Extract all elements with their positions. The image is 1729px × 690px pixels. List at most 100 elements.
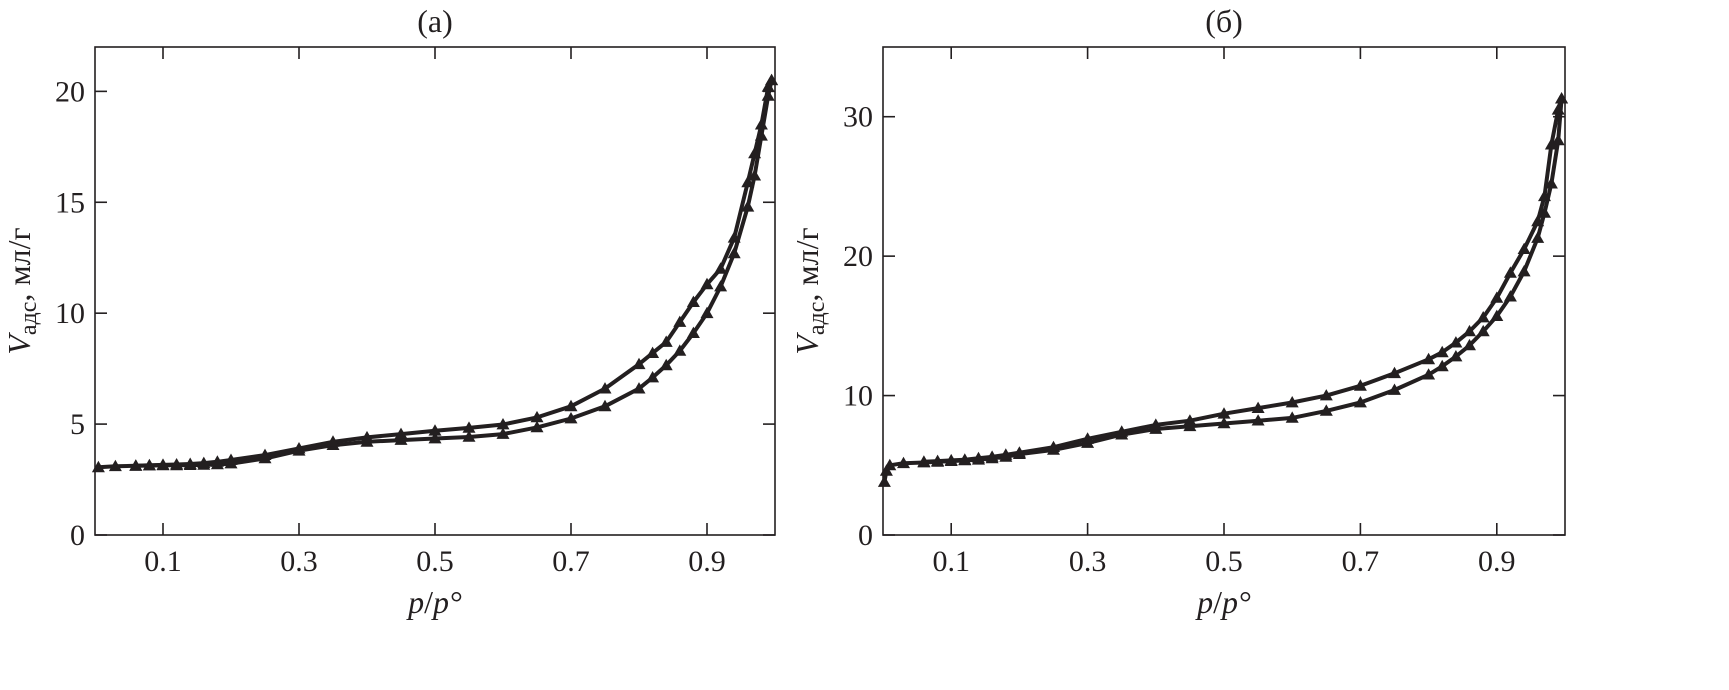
- triangle-marker: [1388, 366, 1401, 379]
- triangle-marker: [598, 382, 612, 394]
- triangle-marker: [394, 433, 408, 445]
- triangle-marker: [108, 459, 122, 472]
- triangle-marker: [394, 427, 408, 439]
- triangle-marker: [1551, 133, 1565, 146]
- x-axis-label-sep: /: [424, 584, 433, 620]
- triangle-marker: [686, 326, 700, 338]
- y-tick-label: 10: [843, 380, 873, 413]
- triangle-marker: [1503, 266, 1517, 278]
- triangle-marker: [1353, 379, 1367, 391]
- triangle-marker: [224, 453, 238, 465]
- y-tick-label: 0: [70, 519, 85, 552]
- triangle-marker: [142, 458, 156, 471]
- triangle-marker: [462, 430, 476, 442]
- triangle-marker: [1463, 324, 1476, 337]
- triangle-marker: [496, 418, 510, 430]
- y-tick-label: 5: [70, 408, 85, 441]
- x-tick-label: 0.7: [1342, 545, 1380, 578]
- triangle-marker: [530, 420, 544, 433]
- triangle-marker: [714, 280, 728, 292]
- triangle-marker: [761, 80, 775, 92]
- triangle-marker: [741, 200, 755, 212]
- triangle-marker: [1353, 396, 1367, 408]
- desorption-curve: [921, 96, 1564, 464]
- triangle-marker: [1319, 404, 1333, 416]
- desorption-curve: [133, 78, 774, 468]
- triangle-marker: [673, 315, 687, 327]
- triangle-marker: [258, 448, 272, 460]
- triangle-marker: [1422, 368, 1436, 380]
- triangle-marker: [877, 475, 891, 487]
- y-axis-label-sub: адс: [16, 302, 42, 336]
- triangle-marker: [598, 399, 612, 412]
- x-tick-label: 0.7: [552, 545, 590, 578]
- x-tick-label: 0.3: [280, 545, 318, 578]
- triangle-marker: [741, 175, 755, 188]
- triangle-marker: [462, 421, 476, 433]
- triangle-marker: [1115, 425, 1129, 437]
- x-axis-label: p/p°: [406, 584, 462, 620]
- y-axis-label-main: V: [789, 332, 825, 355]
- triangle-marker: [428, 424, 442, 436]
- y-axis-label: Vадс, мл/г: [1, 227, 42, 354]
- triangle-marker: [646, 371, 660, 383]
- triangle-marker: [727, 246, 741, 259]
- x-axis-label: p/p°: [1195, 584, 1251, 620]
- triangle-marker: [1531, 231, 1545, 243]
- x-tick-label: 0.9: [1478, 545, 1516, 578]
- triangle-marker: [1463, 338, 1476, 351]
- triangle-marker: [1551, 103, 1565, 115]
- y-tick-label: 10: [55, 297, 85, 330]
- triangle-marker: [91, 460, 105, 473]
- adsorption-curve: [96, 78, 774, 470]
- triangle-marker: [659, 358, 673, 371]
- triangle-marker: [985, 450, 999, 462]
- y-tick-label: 0: [858, 519, 873, 552]
- plot-frame: [882, 46, 1566, 536]
- panel-b: (б) 0.1 0.3 0.5 0.7 0.9 0 10 20 30 p/p° Vадс, мл/г: [789, 3, 1569, 620]
- triangle-marker: [673, 344, 687, 356]
- triangle-marker: [917, 455, 931, 467]
- y-tick-label: 30: [843, 101, 873, 134]
- triangle-marker: [1319, 389, 1333, 401]
- triangle-marker: [1422, 352, 1436, 365]
- triangle-marker: [197, 456, 211, 468]
- triangle-marker: [1544, 138, 1558, 150]
- triangle-marker: [883, 458, 897, 471]
- triangle-marker: [1449, 336, 1463, 348]
- triangle-marker: [646, 346, 660, 358]
- triangle-marker: [210, 455, 224, 467]
- triangle-marker: [326, 435, 340, 447]
- y-axis-label-unit: , мл/г: [1, 227, 37, 301]
- triangle-marker: [972, 451, 985, 464]
- triangle-marker: [1544, 177, 1558, 189]
- y-axis-label-unit: , мл/г: [789, 227, 825, 301]
- x-tick-label: 0.1: [932, 545, 970, 578]
- triangle-marker: [1012, 446, 1026, 458]
- triangle-marker: [496, 427, 510, 439]
- triangle-marker: [1517, 242, 1531, 254]
- y-axis-label-main: V: [1, 332, 37, 355]
- triangle-marker: [360, 430, 374, 443]
- x-axis-label-sep: /: [1213, 584, 1222, 620]
- triangle-marker: [1285, 411, 1299, 423]
- triangle-marker: [1251, 401, 1265, 413]
- triangle-marker: [1449, 350, 1463, 362]
- triangle-marker: [1490, 291, 1504, 303]
- x-tick-label: 0.1: [144, 545, 182, 578]
- triangle-marker: [1217, 407, 1231, 419]
- triangle-marker: [1251, 414, 1265, 426]
- triangle-marker: [897, 456, 910, 469]
- triangle-marker: [754, 118, 768, 130]
- triangle-marker: [958, 453, 972, 465]
- triangle-marker: [1517, 265, 1531, 277]
- triangle-marker: [686, 295, 700, 307]
- y-tick-label: 20: [843, 240, 873, 273]
- triangle-marker: [1217, 417, 1231, 429]
- triangle-marker: [748, 169, 762, 181]
- x-tick-label: 0.5: [416, 545, 454, 578]
- panel-title: (б): [1205, 3, 1243, 39]
- triangle-marker: [748, 147, 762, 159]
- triangle-marker: [1490, 309, 1504, 321]
- triangle-marker: [530, 410, 544, 423]
